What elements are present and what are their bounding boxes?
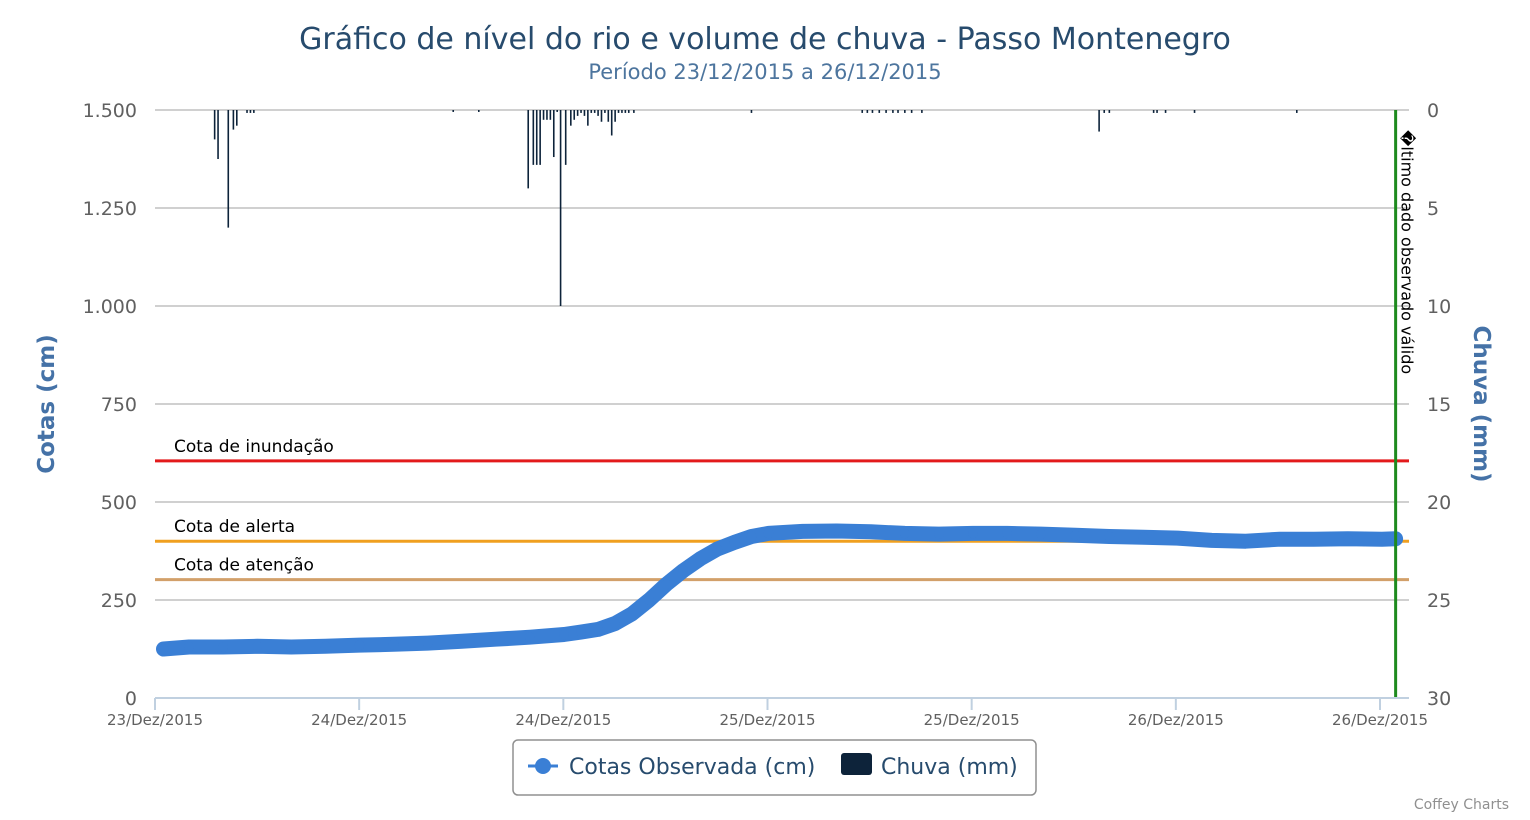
level-point [252, 641, 263, 652]
plot-bands: Cota de inundação Cota de alerta Cota de a… [155, 437, 1409, 582]
credits-link[interactable]: Coffey Charts [1414, 797, 1509, 813]
legend-rain-swatch-icon [841, 753, 872, 775]
level-point [1104, 531, 1115, 542]
level-series [156, 523, 1404, 657]
level-point [286, 642, 297, 652]
level-point [695, 553, 706, 564]
level-point [1036, 529, 1047, 540]
level-point [593, 624, 604, 635]
level-point [831, 526, 842, 536]
legend-item-level[interactable]: Cotas Observada (cm) [528, 755, 815, 780]
y-right-tick-label: 30 [1427, 688, 1451, 710]
level-point [559, 629, 569, 640]
legend-item-rain[interactable]: Chuva (mm) [841, 753, 1018, 780]
x-tick-label: 23/Dez/2015 [107, 711, 203, 729]
level-point [678, 565, 689, 576]
y-right-tick-label: 10 [1427, 296, 1451, 318]
y-left-title: Cotas (cm) [34, 334, 60, 474]
level-point [320, 641, 331, 652]
y-left-tick-label: 500 [101, 492, 137, 514]
level-point [865, 526, 876, 537]
y-left-tick-label: 750 [101, 394, 137, 416]
level-point [899, 528, 910, 539]
legend[interactable]: Cotas Observada (cm) Chuva (mm) [512, 739, 1037, 796]
level-point [1002, 528, 1013, 539]
level-point [576, 627, 586, 638]
level-point [388, 639, 399, 650]
level-point [490, 634, 501, 645]
y-right-title: Chuva (mm) [1468, 325, 1494, 482]
level-point [661, 579, 672, 590]
x-tick-label: 26/Dez/2015 [1128, 711, 1224, 729]
level-point [797, 526, 808, 537]
y-left-tick-label: 1.250 [83, 198, 137, 220]
y-right-tick-label: 15 [1427, 394, 1451, 416]
level-point [1377, 534, 1387, 545]
y-axis-left: 0 250 500 750 1.000 1.250 1.500 [83, 100, 137, 710]
last-valid-data-line: �ltimo dado observado válido [1394, 110, 1417, 698]
y-right-tick-label: 5 [1427, 198, 1439, 220]
x-tick-label: 24/Dez/2015 [515, 711, 611, 729]
level-point [158, 644, 169, 654]
x-tick-label: 24/Dez/2015 [311, 711, 407, 729]
level-line [156, 523, 1404, 657]
chart-title: Gráfico de nível do rio e volume de chuv… [299, 22, 1231, 57]
legend-level-marker-icon [535, 758, 551, 774]
level-point [644, 595, 655, 605]
gridlines [155, 109, 1409, 601]
plot-band-label: Cota de inundação [174, 437, 334, 457]
level-point [1274, 534, 1285, 545]
level-point [933, 529, 944, 540]
vertical-line-label: �ltimo dado observado válido [1398, 130, 1417, 374]
level-point [627, 608, 638, 619]
y-left-tick-label: 0 [125, 688, 137, 710]
level-point [422, 638, 433, 649]
level-point [712, 544, 723, 554]
legend-rain-label: Chuva (mm) [881, 755, 1018, 780]
level-point [763, 528, 774, 539]
y-axis-right: 0 5 10 15 20 25 30 [1427, 100, 1451, 710]
y-right-tick-label: 0 [1427, 100, 1439, 122]
level-point [1172, 533, 1183, 544]
x-axis: 23/Dez/2015 24/Dez/2015 24/Dez/2015 25/Dez/… [107, 697, 1428, 729]
level-point [746, 531, 757, 542]
y-left-tick-label: 1.500 [83, 100, 137, 122]
y-right-tick-label: 25 [1427, 590, 1451, 612]
level-point [968, 528, 978, 539]
level-point [1206, 535, 1217, 546]
y-right-tick-label: 20 [1427, 492, 1451, 514]
y-left-tick-label: 1.000 [83, 296, 137, 318]
x-tick-label: 25/Dez/2015 [719, 711, 815, 729]
level-point [1342, 533, 1353, 544]
level-point [729, 537, 740, 548]
level-point [456, 636, 467, 647]
y-left-tick-label: 250 [101, 590, 137, 612]
level-point [610, 618, 621, 629]
legend-box [512, 739, 1037, 796]
level-point [524, 632, 535, 643]
plot-band-label: Cota de atenção [174, 556, 314, 576]
plot-band-label: Cota de alerta [174, 517, 295, 537]
legend-level-label: Cotas Observada (cm) [569, 755, 815, 780]
chart-subtitle: Período 23/12/2015 a 26/12/2015 [588, 60, 941, 84]
level-point [1308, 534, 1319, 545]
x-tick-label: 26/Dez/2015 [1332, 711, 1428, 729]
level-point [184, 642, 195, 652]
x-tick-label: 25/Dez/2015 [924, 711, 1020, 729]
rain-series [213, 110, 1298, 306]
level-point [218, 642, 229, 652]
level-point [1240, 536, 1251, 547]
level-point [1138, 532, 1149, 543]
level-point [354, 640, 365, 651]
level-point [1070, 530, 1081, 541]
